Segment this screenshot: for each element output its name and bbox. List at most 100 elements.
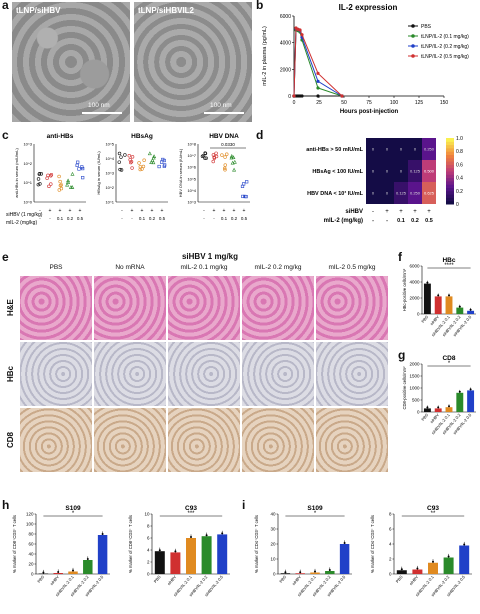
heatmap-cell bbox=[394, 138, 408, 160]
heatmap-cell bbox=[408, 138, 422, 160]
data-point bbox=[70, 171, 75, 176]
colorbar-segment bbox=[446, 200, 454, 205]
heatmap-dose-mil2: 0.2 bbox=[411, 218, 419, 224]
colorbar-tick: 0.4 bbox=[456, 176, 463, 182]
histology-row-label: HBc bbox=[6, 365, 15, 382]
colorbar-segment bbox=[446, 141, 454, 146]
x-tick-label: 0 bbox=[293, 100, 296, 106]
colorbar-segment bbox=[446, 138, 454, 142]
y-tick-label: 10 bbox=[144, 512, 150, 517]
data-point bbox=[316, 94, 320, 98]
data-point bbox=[81, 166, 85, 171]
y-tick-label: 10^1 bbox=[105, 200, 114, 205]
colorbar-tick: 0.6 bbox=[456, 162, 463, 168]
data-point bbox=[203, 156, 207, 160]
bar bbox=[412, 569, 423, 574]
data-point bbox=[223, 168, 227, 172]
scale-bar bbox=[82, 112, 122, 114]
y-tick-label: 2000 bbox=[280, 67, 291, 73]
data-point bbox=[66, 180, 71, 185]
bar bbox=[443, 557, 454, 574]
sig-stars: * bbox=[72, 511, 75, 517]
heatmap-value: 0 bbox=[386, 169, 389, 174]
y-tick-label: 0 bbox=[417, 410, 420, 415]
y-axis-label: CD8-positive cells/mm² bbox=[402, 366, 407, 410]
y-tick-label: 10^4 bbox=[105, 156, 114, 161]
data-point bbox=[86, 558, 89, 560]
y-tick-label: 0 bbox=[417, 312, 420, 317]
y-tick-label: 100 bbox=[26, 522, 34, 527]
group-sign-sihbv: + bbox=[223, 208, 226, 214]
panel-letter-a: a bbox=[2, 0, 9, 12]
colorbar-segment bbox=[446, 167, 454, 172]
heatmap-value: 0 bbox=[372, 169, 375, 174]
bar bbox=[68, 571, 78, 574]
y-tick-label: 8 bbox=[147, 524, 150, 529]
legend-marker bbox=[411, 34, 415, 38]
colorbar-segment bbox=[446, 197, 454, 202]
data-point bbox=[119, 155, 123, 159]
sig-stars: *** bbox=[187, 511, 195, 517]
histology-column-label: No mRNA bbox=[115, 264, 145, 271]
data-point bbox=[221, 532, 224, 535]
x-tick-label: siHBV bbox=[408, 574, 419, 586]
data-point bbox=[448, 294, 450, 297]
heatmap-cell bbox=[394, 182, 408, 204]
bar bbox=[217, 534, 228, 574]
group-sign-sihbv: + bbox=[79, 208, 82, 214]
data-point bbox=[117, 160, 121, 164]
group-sign-sihbv: + bbox=[213, 208, 216, 214]
data-point bbox=[416, 567, 419, 570]
group-sign-sihbv: + bbox=[243, 208, 246, 214]
x-tick-label: siHBV bbox=[49, 574, 60, 586]
bar bbox=[280, 573, 291, 574]
heatmap-cell bbox=[408, 182, 422, 204]
data-point bbox=[49, 182, 53, 186]
group-sign-sihbv: + bbox=[59, 208, 62, 214]
data-point bbox=[426, 406, 429, 409]
x-axis-label: Hours post-injection bbox=[340, 109, 399, 115]
histology-image bbox=[94, 408, 166, 472]
group-sign-sihbv: + bbox=[49, 208, 52, 214]
y-axis-label: % marker of CD4⁺CD3⁺ T cells bbox=[370, 515, 375, 573]
heatmap-value: 0 bbox=[386, 191, 389, 196]
data-point bbox=[57, 571, 60, 573]
bar bbox=[154, 551, 165, 574]
data-point bbox=[162, 158, 166, 163]
x-tick-label: 100 bbox=[390, 100, 399, 106]
y-tick-label: 10^6 bbox=[187, 165, 196, 170]
heatmap-cell bbox=[394, 160, 408, 182]
data-point bbox=[240, 184, 245, 189]
y-tick-label: 10^2 bbox=[23, 161, 32, 166]
data-point bbox=[57, 188, 61, 192]
y-tick-label: 6000 bbox=[409, 264, 420, 269]
histology-image bbox=[94, 342, 166, 406]
group-sign-sihbv: + bbox=[141, 208, 144, 214]
bar bbox=[310, 572, 320, 574]
group-dose-mil2: - bbox=[121, 216, 123, 221]
data-point bbox=[147, 151, 152, 156]
bar bbox=[339, 544, 350, 574]
colorbar-segment bbox=[446, 194, 454, 198]
x-tick-label: 125 bbox=[415, 100, 424, 106]
x-tick-label: PBS bbox=[278, 574, 287, 584]
data-point bbox=[68, 185, 73, 189]
bar bbox=[97, 535, 108, 574]
x-tick-label: 75 bbox=[366, 100, 372, 106]
group-dose-mil2: 0.2 bbox=[149, 216, 156, 221]
data-point bbox=[66, 178, 71, 183]
data-point bbox=[469, 308, 472, 311]
data-point bbox=[160, 160, 164, 164]
y-tick-label: 20 bbox=[28, 562, 34, 567]
bar bbox=[325, 571, 335, 574]
legend-marker bbox=[411, 54, 415, 58]
bar bbox=[445, 296, 453, 314]
y-tick-label: 60 bbox=[28, 542, 34, 547]
panel-letter-b: b bbox=[256, 0, 264, 12]
group-dose-mil2: 0.5 bbox=[241, 216, 248, 221]
data-point bbox=[203, 151, 208, 156]
row-label-mil2: mIL-2 (mg/kg) bbox=[6, 220, 37, 226]
data-point bbox=[225, 152, 229, 156]
group-dose-mil2: 0.5 bbox=[77, 216, 84, 221]
bar bbox=[201, 536, 212, 574]
